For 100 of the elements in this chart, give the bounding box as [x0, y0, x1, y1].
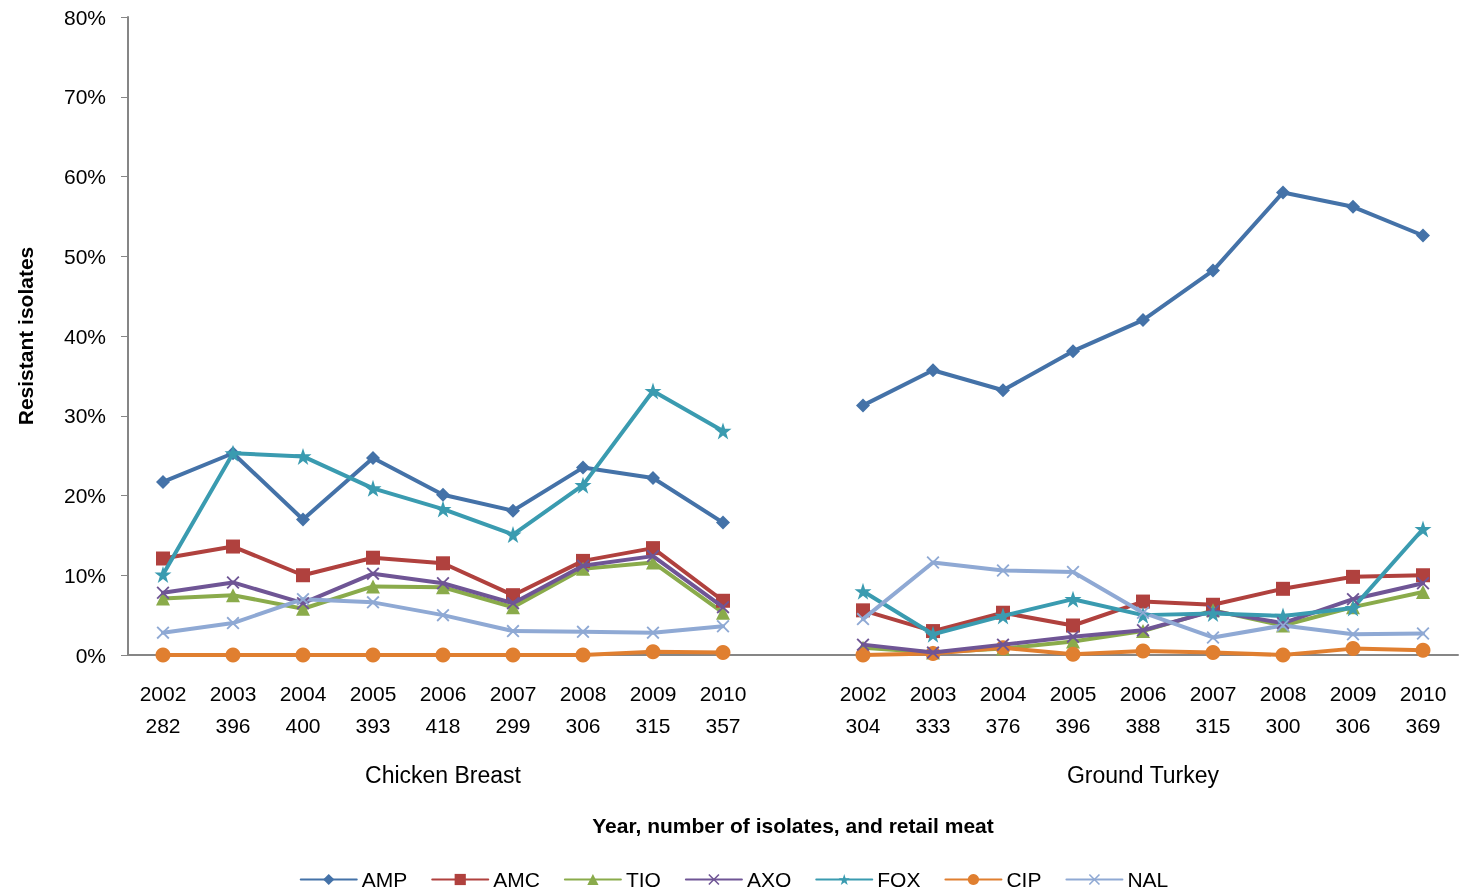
point — [1416, 228, 1430, 243]
point — [715, 645, 731, 661]
point — [1346, 627, 1360, 641]
point — [366, 550, 380, 565]
point — [716, 600, 730, 614]
x-tick-label: 2005 393 — [349, 681, 397, 737]
point — [1065, 646, 1081, 662]
x-tick-label: 2003 396 — [209, 681, 257, 737]
point — [1275, 647, 1291, 663]
legend-label: CIP — [1006, 868, 1042, 891]
point — [645, 644, 661, 660]
point — [576, 460, 590, 475]
point — [1136, 594, 1150, 609]
point — [574, 476, 592, 494]
legend-label: AXO — [746, 868, 792, 891]
x-tick-label: 2008 300 — [1259, 681, 1307, 737]
point — [436, 576, 450, 590]
point — [1136, 606, 1150, 620]
point — [1276, 185, 1290, 200]
point — [506, 624, 520, 638]
x-tick-label: 2009 306 — [1329, 681, 1377, 737]
point — [226, 616, 240, 630]
point — [294, 447, 312, 465]
point — [1066, 565, 1080, 579]
point — [436, 487, 450, 502]
point — [1416, 576, 1430, 590]
point — [156, 551, 170, 566]
legend-label: NAL — [1127, 868, 1169, 891]
point — [1066, 618, 1080, 633]
legend-label: AMC — [493, 868, 540, 891]
y-tick-label: 20% — [63, 484, 106, 507]
point — [1415, 642, 1431, 658]
point — [576, 625, 590, 639]
legend-label: TIO — [625, 868, 661, 891]
y-tick-label: 50% — [63, 244, 106, 268]
point — [505, 647, 521, 663]
point — [366, 451, 380, 466]
text: Ground Turkey — [1066, 762, 1220, 788]
y-tick-label: 60% — [63, 165, 106, 188]
point — [154, 565, 172, 583]
point — [856, 398, 870, 413]
point — [1204, 605, 1222, 623]
point — [1274, 607, 1292, 625]
point — [1064, 590, 1082, 608]
x-tick-label: 2007 299 — [489, 681, 537, 737]
point — [296, 512, 310, 527]
point — [1276, 581, 1290, 596]
x-tick-label: 2010 369 — [1399, 681, 1447, 737]
point — [156, 586, 170, 600]
point — [996, 383, 1010, 398]
point — [575, 647, 591, 663]
point — [714, 422, 732, 440]
x-tick-label: 2006 388 — [1119, 681, 1167, 737]
y-tick-label: 70% — [63, 85, 106, 109]
legend-label: AMP — [361, 868, 408, 891]
point — [646, 470, 660, 485]
x-tick-label: 2002 304 — [839, 681, 887, 737]
y-tick-label: 30% — [63, 404, 106, 428]
point — [226, 588, 240, 603]
point — [1346, 592, 1360, 606]
y-tick-label: 0% — [75, 643, 106, 667]
point — [1414, 520, 1432, 538]
point — [716, 619, 730, 633]
y-tick-label: 10% — [63, 563, 106, 587]
point — [365, 647, 381, 663]
point — [1346, 569, 1360, 584]
point — [716, 515, 730, 530]
point — [1416, 585, 1430, 599]
x-tick-label: 2005 396 — [1049, 681, 1097, 737]
point — [155, 647, 171, 663]
x-axis-title: Year, number of isolates, and retail meat — [592, 814, 994, 837]
point — [854, 582, 872, 600]
point — [435, 647, 451, 663]
point — [226, 539, 240, 554]
y-tick-label: 40% — [63, 324, 106, 348]
text: Chicken Breast — [365, 762, 522, 788]
x-tick-label: 2006 418 — [419, 681, 467, 737]
point — [295, 647, 311, 663]
point — [436, 556, 450, 571]
point — [926, 363, 940, 378]
point — [1066, 344, 1080, 359]
point — [1346, 199, 1360, 214]
point — [506, 503, 520, 518]
point — [225, 647, 241, 663]
point — [366, 579, 380, 594]
point — [156, 474, 170, 489]
point — [364, 479, 382, 497]
x-tick-label: 2010 357 — [699, 681, 747, 737]
x-tick-label: 2003 333 — [909, 681, 957, 737]
point — [296, 592, 310, 606]
point — [1345, 641, 1361, 657]
point — [1205, 645, 1221, 661]
x-tick-label: 2008 306 — [559, 681, 607, 737]
point — [1206, 263, 1220, 278]
point — [856, 612, 870, 626]
point — [646, 549, 660, 563]
point — [436, 608, 450, 622]
x-tick-label: 2007 315 — [1189, 681, 1237, 737]
y-axis-title: Resistant isolates — [14, 246, 37, 426]
x-tick-label: 2004 376 — [979, 681, 1027, 737]
